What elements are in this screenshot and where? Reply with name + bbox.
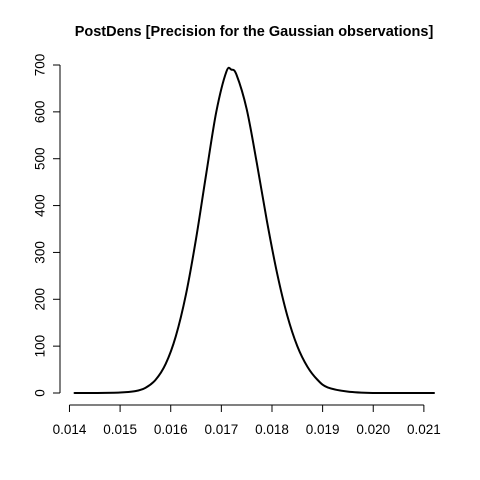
x-tick-label: 0.017 <box>204 422 238 437</box>
y-tick-label: 400 <box>33 194 48 217</box>
x-tick-label: 0.015 <box>103 422 137 437</box>
chart-title: PostDens [Precision for the Gaussian obs… <box>75 24 434 40</box>
density-curve <box>73 66 435 394</box>
x-tick-label: 0.019 <box>306 422 340 437</box>
y-tick-label: 700 <box>33 54 48 77</box>
x-tick-label: 0.018 <box>255 422 289 437</box>
y-tick-label: 300 <box>33 241 48 264</box>
axes-group: 0.014 0.015 0.016 0.017 0.018 0.019 0.020 0.021… <box>33 54 441 437</box>
x-tick-label: 0.016 <box>154 422 188 437</box>
y-tick-label: 600 <box>33 101 48 124</box>
y-tick-label: 200 <box>33 288 48 311</box>
x-tick-label: 0.014 <box>53 422 87 437</box>
y-tick-label: 0 <box>33 389 48 397</box>
x-tick-label: 0.021 <box>407 422 441 437</box>
x-tick-label: 0.020 <box>356 422 390 437</box>
y-tick-label: 100 <box>33 335 48 358</box>
y-tick-label: 500 <box>33 147 48 170</box>
